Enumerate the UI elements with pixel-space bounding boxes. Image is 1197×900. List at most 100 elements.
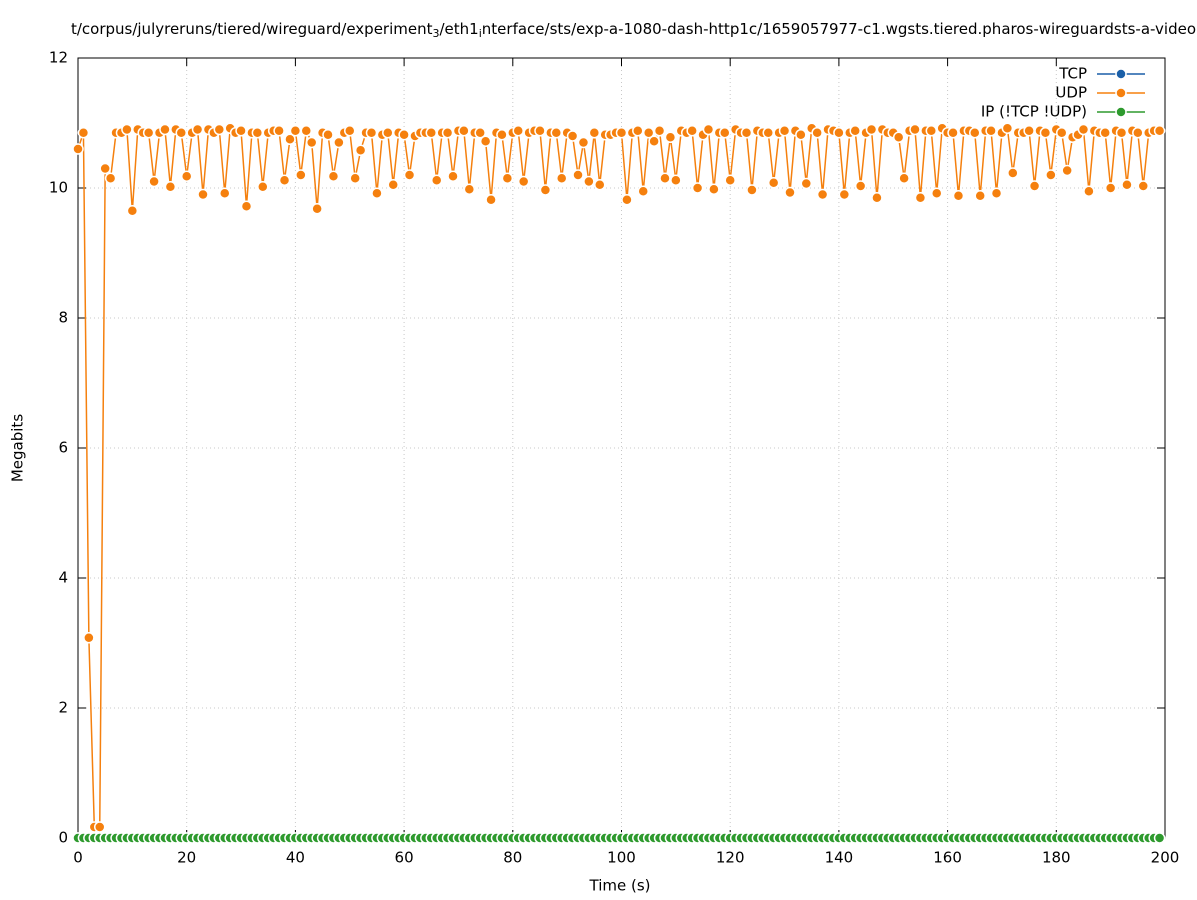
data-point bbox=[327, 170, 340, 183]
legend-label: UDP bbox=[1055, 84, 1087, 102]
data-point bbox=[632, 125, 644, 137]
data-point bbox=[425, 127, 438, 139]
data-point bbox=[305, 136, 318, 149]
data-point bbox=[1153, 125, 1166, 137]
data-point bbox=[664, 131, 677, 144]
title-subscript: 3 bbox=[433, 27, 440, 40]
data-point bbox=[719, 127, 731, 139]
y-tick-label: 4 bbox=[58, 569, 68, 587]
data-point bbox=[430, 174, 443, 186]
data-point bbox=[218, 187, 231, 199]
data-point bbox=[566, 130, 579, 142]
title-part: nterface/sts/exp-a-1080-dash-http1c/1659… bbox=[482, 20, 1196, 38]
y-tick-label: 2 bbox=[58, 699, 68, 717]
data-point bbox=[909, 123, 921, 136]
data-point bbox=[686, 125, 698, 137]
y-tick-label: 10 bbox=[49, 179, 68, 197]
data-point bbox=[99, 162, 111, 175]
x-tick-label: 140 bbox=[825, 849, 854, 867]
data-point bbox=[952, 190, 965, 202]
data-point bbox=[740, 127, 753, 139]
data-point bbox=[284, 133, 296, 145]
data-point bbox=[1153, 832, 1166, 844]
data-point bbox=[251, 127, 264, 139]
data-point bbox=[1104, 182, 1117, 194]
data-point bbox=[354, 144, 367, 157]
data-point bbox=[914, 192, 927, 204]
data-point bbox=[83, 632, 95, 644]
data-point bbox=[496, 128, 508, 141]
y-tick-label: 8 bbox=[58, 309, 68, 327]
title-subscript: i bbox=[479, 27, 482, 40]
data-point bbox=[990, 187, 1003, 199]
data-point bbox=[104, 172, 117, 184]
data-point bbox=[164, 180, 177, 193]
data-point bbox=[322, 128, 334, 141]
x-tick-label: 40 bbox=[286, 849, 305, 867]
x-tick-label: 160 bbox=[933, 849, 962, 867]
data-point bbox=[295, 169, 307, 181]
data-point bbox=[1039, 127, 1052, 139]
data-point bbox=[311, 203, 323, 215]
data-point bbox=[1001, 122, 1014, 134]
title-part: t/corpus/julyreruns/tiered/wireguard/exp… bbox=[71, 20, 433, 38]
data-point bbox=[691, 182, 704, 194]
data-point bbox=[930, 187, 943, 199]
data-point bbox=[300, 125, 313, 137]
data-point bbox=[778, 125, 791, 137]
data-point bbox=[197, 188, 209, 201]
data-point bbox=[784, 186, 796, 199]
data-point bbox=[724, 174, 736, 186]
data-point bbox=[142, 127, 155, 139]
data-point bbox=[72, 143, 84, 155]
data-point bbox=[278, 174, 291, 186]
data-point bbox=[273, 125, 285, 137]
data-point bbox=[800, 177, 813, 190]
data-point bbox=[974, 190, 986, 202]
data-point bbox=[365, 127, 378, 139]
x-axis-label: Time (s) bbox=[589, 877, 651, 895]
data-point bbox=[403, 169, 416, 181]
data-point bbox=[257, 180, 269, 193]
data-point bbox=[447, 170, 459, 183]
data-point bbox=[1028, 180, 1041, 192]
data-point bbox=[371, 187, 383, 199]
data-point bbox=[458, 125, 470, 137]
data-point bbox=[512, 125, 524, 137]
data-point bbox=[659, 172, 671, 184]
title-part: /eth1 bbox=[440, 20, 479, 38]
data-point bbox=[1115, 127, 1128, 139]
x-tick-label: 180 bbox=[1042, 849, 1071, 867]
data-point bbox=[583, 175, 595, 188]
data-point bbox=[871, 192, 883, 204]
data-point bbox=[615, 127, 628, 139]
data-point bbox=[637, 185, 649, 197]
data-point bbox=[148, 175, 160, 188]
data-point bbox=[1045, 169, 1057, 181]
data-point bbox=[289, 125, 302, 137]
data-point bbox=[849, 125, 861, 137]
legend-label: TCP bbox=[1058, 65, 1087, 83]
data-point bbox=[985, 125, 997, 137]
chart-title: t/corpus/julyreruns/tiered/wireguard/exp… bbox=[71, 20, 1196, 41]
data-point bbox=[708, 183, 720, 196]
data-point bbox=[517, 175, 530, 188]
data-point bbox=[1132, 127, 1144, 139]
data-point bbox=[1055, 127, 1068, 139]
legend-marker bbox=[1115, 87, 1127, 99]
x-tick-label: 100 bbox=[607, 849, 636, 867]
data-point bbox=[344, 125, 356, 137]
data-point bbox=[653, 125, 666, 137]
data-point bbox=[539, 184, 552, 196]
data-point bbox=[1083, 185, 1095, 197]
legend-marker bbox=[1115, 106, 1127, 118]
data-point bbox=[1061, 164, 1073, 177]
data-point bbox=[854, 180, 867, 192]
data-point bbox=[892, 131, 905, 144]
y-axis-label: Megabits bbox=[9, 414, 27, 482]
data-point bbox=[175, 127, 188, 139]
data-point bbox=[621, 193, 633, 206]
data-point bbox=[474, 127, 486, 139]
data-point bbox=[572, 169, 584, 181]
